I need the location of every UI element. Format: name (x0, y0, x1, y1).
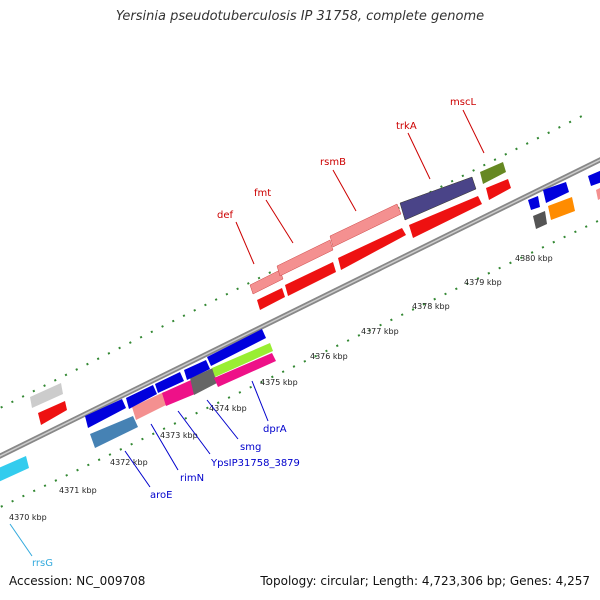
gene-rrsG[interactable] (0, 456, 29, 484)
tick-label: 4371 kbp (59, 486, 97, 495)
gene-label-rsmB: rsmB (320, 157, 346, 168)
gene-label-smg: smg (240, 442, 261, 453)
topology-text: Topology: circular; Length: 4,723,306 bp… (260, 574, 590, 588)
tick-label: 4378 kbp (412, 302, 450, 311)
gene-smg[interactable] (190, 368, 217, 395)
accession-text: Accession: NC_009708 (9, 574, 146, 588)
gene-label-rrsG: rrsG (32, 558, 53, 569)
gene-label-YpsIP31758_3879: YpsIP31758_3879 (210, 458, 300, 469)
tick-label: 4380 kbp (515, 254, 553, 263)
genes-blue-block[interactable] (85, 329, 266, 428)
gene-YpsIP31758_3879[interactable] (162, 380, 195, 406)
gene-label-rimN: rimN (180, 473, 204, 484)
tick-label: 4372 kbp (110, 458, 148, 467)
rrna-leader (9, 523, 33, 557)
gene-label-aroE: aroE (150, 490, 172, 501)
tick-label: 4379 kbp (464, 278, 502, 287)
genome-backbone (0, 157, 600, 459)
gene-rimN[interactable] (132, 392, 168, 420)
tick-label: 4377 kbp (361, 327, 399, 336)
gene-label-mscL: mscL (450, 97, 476, 108)
gene-label-def: def (217, 210, 234, 221)
tick-label: 4375 kbp (260, 378, 298, 387)
gene-rsmB[interactable] (329, 203, 406, 270)
gene-mscL[interactable] (480, 162, 511, 200)
gene-trkA[interactable] (399, 176, 482, 238)
gene-label-fmt: fmt (254, 188, 271, 199)
forward-leaders (235, 109, 485, 265)
tick-label: 4373 kbp (160, 431, 198, 440)
gene-fmt[interactable] (276, 239, 336, 296)
genome-title: Yersinia pseudotuberculosis IP 31758, co… (115, 9, 485, 24)
tick-label: 4370 kbp (9, 513, 47, 522)
tick-label: 4374 kbp (209, 404, 247, 413)
gene-unlabeled-left[interactable] (30, 383, 67, 425)
gene-dprA[interactable] (212, 343, 276, 387)
tick-label: 4376 kbp (310, 352, 348, 361)
gene-unlabeled-right[interactable] (528, 170, 600, 229)
gene-label-dprA: dprA (263, 424, 287, 435)
gene-label-trkA: trkA (396, 121, 417, 132)
gene-aroE[interactable] (90, 416, 138, 448)
reverse-leaders (124, 380, 269, 488)
gene-def[interactable] (249, 269, 285, 310)
